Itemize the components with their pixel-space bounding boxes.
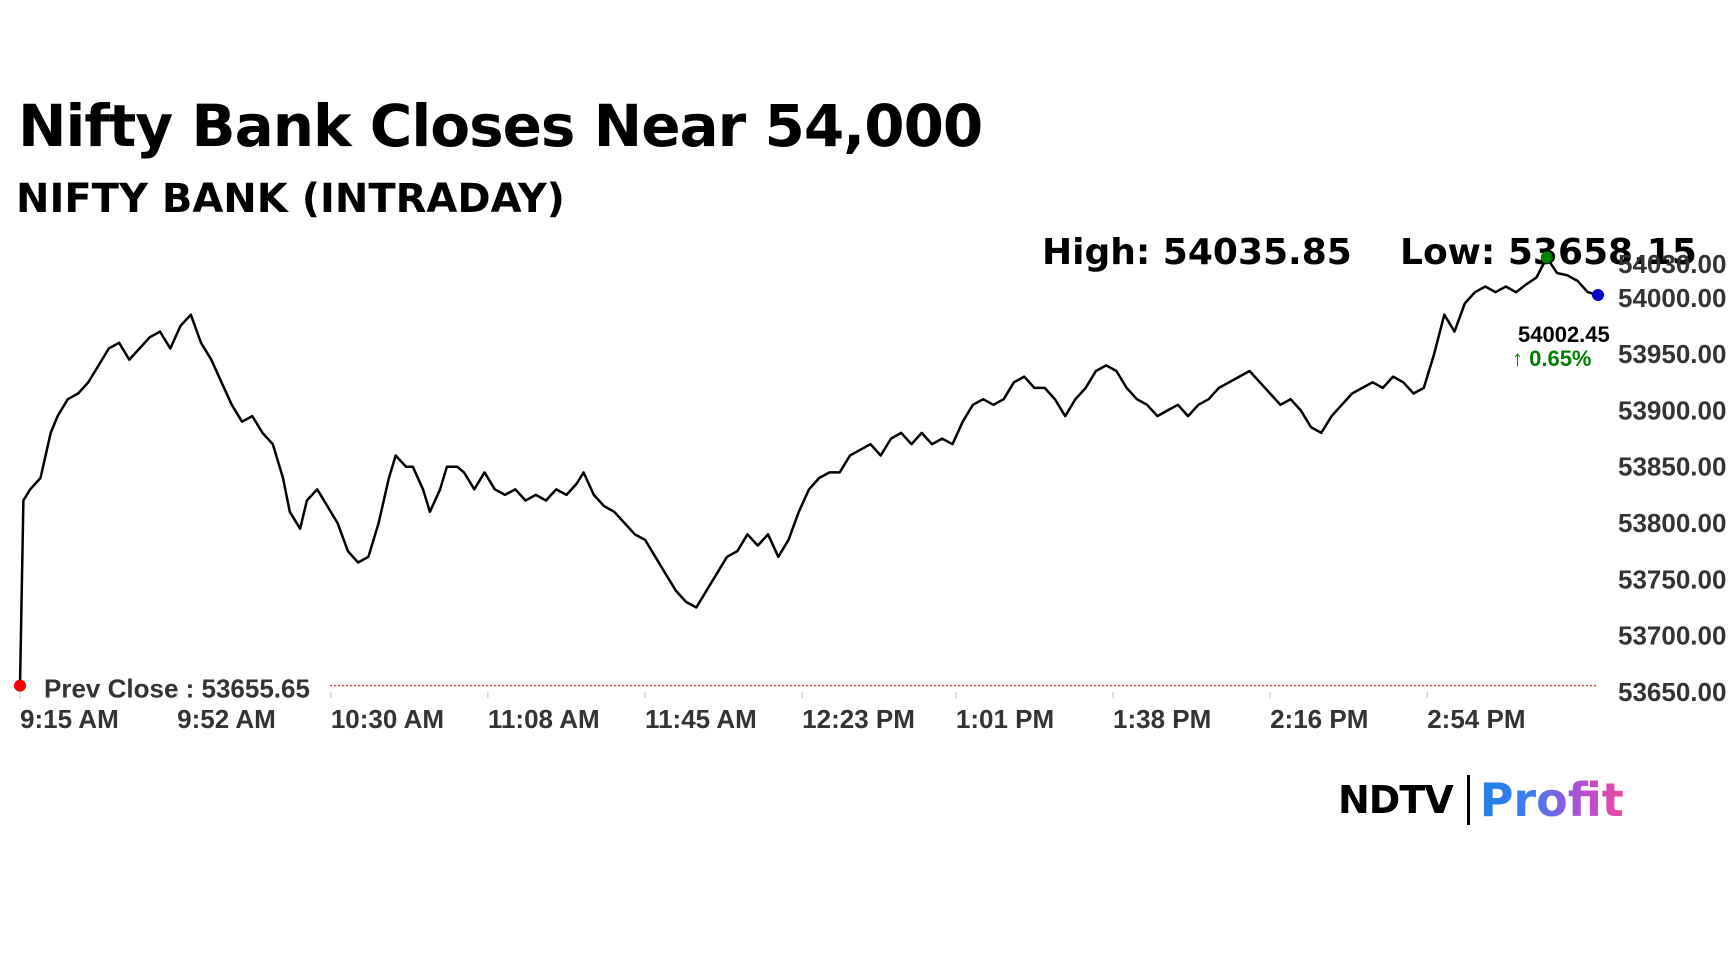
x-tick-label: 12:23 PM	[802, 704, 915, 734]
ndtv-profit-logo: NDTV Profit	[1338, 772, 1624, 828]
y-tick-label: 53700.00	[1618, 621, 1726, 651]
price-series-line	[18, 256, 1599, 686]
x-tick-label: 9:52 AM	[177, 704, 276, 734]
prev-close-label: Prev Close : 53655.65	[44, 674, 310, 704]
logo-ndtv-text: NDTV	[1338, 778, 1454, 822]
y-tick-label: 53800.00	[1618, 508, 1726, 538]
y-tick-label: 53650.00	[1618, 677, 1726, 707]
last-value-label: 54002.45	[1518, 322, 1610, 347]
y-tick-label: 54030.00	[1618, 249, 1726, 279]
x-tick-label: 9:15 AM	[20, 704, 119, 734]
open-point-marker	[14, 679, 26, 692]
logo-profit-text: Profit	[1479, 773, 1624, 827]
x-tick-label: 2:16 PM	[1270, 704, 1368, 734]
y-tick-label: 53850.00	[1618, 452, 1726, 482]
change-percent-label: ↑ 0.65%	[1512, 346, 1592, 371]
x-tick-label: 10:30 AM	[331, 704, 444, 734]
x-tick-label: 1:38 PM	[1113, 704, 1211, 734]
page-title: Nifty Bank Closes Near 54,000	[18, 92, 983, 160]
x-tick-label: 2:54 PM	[1427, 704, 1525, 734]
x-tick-label: 11:08 AM	[488, 704, 600, 734]
high-label: High: 54035.85	[1042, 232, 1352, 273]
x-tick-label: 1:01 PM	[956, 704, 1054, 734]
x-tick-label: 11:45 AM	[645, 704, 757, 734]
y-tick-label: 53750.00	[1618, 564, 1726, 594]
y-tick-label: 53900.00	[1618, 395, 1726, 425]
last-point-marker	[1592, 289, 1604, 302]
logo-divider	[1466, 775, 1470, 825]
y-tick-label: 53950.00	[1618, 339, 1726, 369]
high-point-marker	[1540, 251, 1553, 264]
chart-subtitle: NIFTY BANK (INTRADAY)	[16, 176, 565, 222]
y-tick-label: 54000.00	[1618, 283, 1726, 313]
